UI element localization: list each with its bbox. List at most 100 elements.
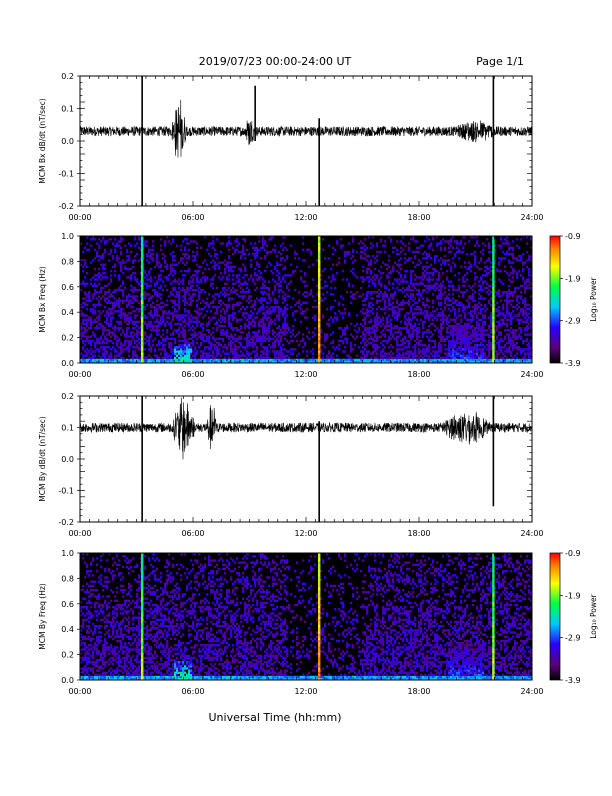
heatmap-cell <box>276 300 278 302</box>
heatmap-cell <box>428 314 430 316</box>
heatmap-cell <box>336 242 338 244</box>
heatmap-cell <box>112 291 114 293</box>
heatmap-cell <box>122 350 124 352</box>
heatmap-cell <box>464 357 466 359</box>
heatmap-cell <box>114 329 116 331</box>
heatmap-cell <box>106 312 108 314</box>
heatmap-cell <box>252 344 254 346</box>
heatmap-cell <box>152 316 154 318</box>
heatmap-cell <box>146 293 148 295</box>
heatmap-cell <box>186 242 188 244</box>
heatmap-cell <box>132 323 134 325</box>
heatmap-cell <box>190 319 192 321</box>
heatmap-cell <box>178 300 180 302</box>
heatmap-cell <box>466 342 468 344</box>
heatmap-cell <box>482 350 484 352</box>
heatmap-cell <box>204 333 206 335</box>
heatmap-cell <box>172 352 174 354</box>
heatmap-cell <box>268 340 270 342</box>
heatmap-cell <box>272 329 274 331</box>
heatmap-cell <box>266 357 268 359</box>
heatmap-cell <box>122 291 124 293</box>
heatmap-cell <box>118 306 120 308</box>
heatmap-cell <box>374 329 376 331</box>
heatmap-cell <box>258 325 260 327</box>
heatmap-cell <box>266 306 268 308</box>
heatmap-cell <box>468 359 470 361</box>
heatmap-cell <box>220 291 222 293</box>
heatmap-cell <box>268 325 270 327</box>
heatmap-cell <box>382 329 384 331</box>
heatmap-cell <box>124 348 126 350</box>
heatmap-cell <box>248 314 250 316</box>
heatmap-cell <box>376 274 378 276</box>
heatmap-cell <box>440 344 442 346</box>
heatmap-cell <box>474 348 476 350</box>
heatmap-cell <box>392 283 394 285</box>
heatmap-cell <box>490 344 492 346</box>
heatmap-cell <box>118 257 120 259</box>
heatmap-cell <box>110 251 112 253</box>
heatmap-cell <box>468 352 470 354</box>
heatmap-cell <box>410 274 412 276</box>
heatmap-cell <box>404 289 406 291</box>
heatmap-cell <box>150 249 152 251</box>
heatmap-cell <box>172 259 174 261</box>
heatmap-cell <box>428 350 430 352</box>
heatmap-cell <box>238 338 240 340</box>
heatmap-cell <box>86 283 88 285</box>
heatmap-cell <box>500 346 502 348</box>
heatmap-cell <box>194 259 196 261</box>
heatmap-cell <box>228 316 230 318</box>
heatmap-cell <box>174 259 176 261</box>
heatmap-cell <box>274 319 276 321</box>
heatmap-cell <box>426 346 428 348</box>
heatmap-cell <box>106 342 108 344</box>
heatmap-cell <box>328 257 330 259</box>
heatmap-cell <box>158 287 160 289</box>
heatmap-cell <box>362 350 364 352</box>
heatmap-cell <box>116 340 118 342</box>
heatmap-cell <box>266 355 268 357</box>
heatmap-cell <box>114 289 116 291</box>
heatmap-cell <box>94 278 96 280</box>
heatmap-cell <box>126 348 128 350</box>
heatmap-cell <box>134 350 136 352</box>
heatmap-cell <box>154 314 156 316</box>
heatmap-cell <box>102 359 104 361</box>
heatmap-cell <box>446 355 448 357</box>
heatmap-cell <box>246 283 248 285</box>
heatmap-cell <box>84 319 86 321</box>
heatmap-cell <box>280 355 282 357</box>
heatmap-cell <box>386 342 388 344</box>
heatmap-cell <box>206 310 208 312</box>
heatmap-cell <box>508 291 510 293</box>
heatmap-cell <box>372 331 374 333</box>
heatmap-cell <box>262 323 264 325</box>
heatmap-cell <box>186 359 188 361</box>
heatmap-cell <box>202 329 204 331</box>
heatmap-cell <box>444 249 446 251</box>
heatmap-cell <box>408 249 410 251</box>
heatmap-cell <box>442 319 444 321</box>
heatmap-cell <box>508 314 510 316</box>
heatmap-cell <box>454 352 456 354</box>
heatmap-cell <box>372 280 374 282</box>
heatmap-cell <box>196 321 198 323</box>
heatmap-cell <box>466 289 468 291</box>
heatmap-cell <box>408 257 410 259</box>
heatmap-cell <box>364 300 366 302</box>
heatmap-cell <box>440 283 442 285</box>
heatmap-cell <box>168 359 170 361</box>
heatmap-cell <box>254 300 256 302</box>
heatmap-cell <box>190 287 192 289</box>
heatmap-cell <box>130 359 132 361</box>
heatmap-cell <box>262 240 264 242</box>
heatmap-cell <box>326 338 328 340</box>
heatmap-cell <box>314 319 316 321</box>
heatmap-cell <box>170 346 172 348</box>
heatmap-cell <box>344 331 346 333</box>
heatmap-cell <box>124 340 126 342</box>
heatmap-cell <box>246 300 248 302</box>
heatmap-cell <box>220 304 222 306</box>
